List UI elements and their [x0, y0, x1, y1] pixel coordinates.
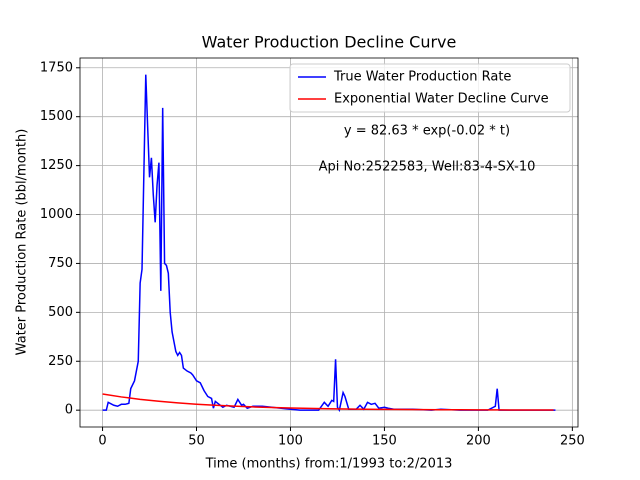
data-line	[102, 393, 554, 411]
y-tick-label: 750	[48, 256, 73, 271]
y-axis-label: Water Production Rate (bbl/month)	[15, 129, 30, 356]
y-tick-label: 1500	[40, 109, 73, 124]
y-tick-label: 500	[48, 305, 73, 320]
x-axis-label: Time (months) from:1/1993 to:2/2013	[205, 457, 453, 472]
x-tick-label: 100	[278, 434, 303, 449]
x-tick-label: 200	[466, 434, 491, 449]
legend-label: True Water Production Rate	[333, 70, 511, 85]
annotation: y = 82.63 * exp(-0.02 * t)	[344, 124, 510, 139]
y-tick-label: 0	[65, 403, 73, 418]
plot-frame	[79, 57, 579, 428]
x-tick-label: 150	[372, 434, 397, 449]
y-tick-label: 1250	[40, 158, 73, 173]
x-tick-label: 50	[188, 434, 205, 449]
legend-box	[289, 63, 571, 113]
x-tick-label: 0	[98, 434, 106, 449]
y-tick-label: 1000	[40, 207, 73, 222]
x-tick-label: 250	[560, 434, 585, 449]
chart-title: Water Production Decline Curve	[202, 33, 457, 52]
data-line	[102, 74, 556, 413]
annotation: Api No:2522583, Well:83-4-SX-10	[319, 160, 536, 175]
y-tick-label: 250	[48, 354, 73, 369]
legend-label: Exponential Water Decline Curve	[334, 92, 549, 107]
y-tick-label: 1750	[40, 60, 73, 75]
